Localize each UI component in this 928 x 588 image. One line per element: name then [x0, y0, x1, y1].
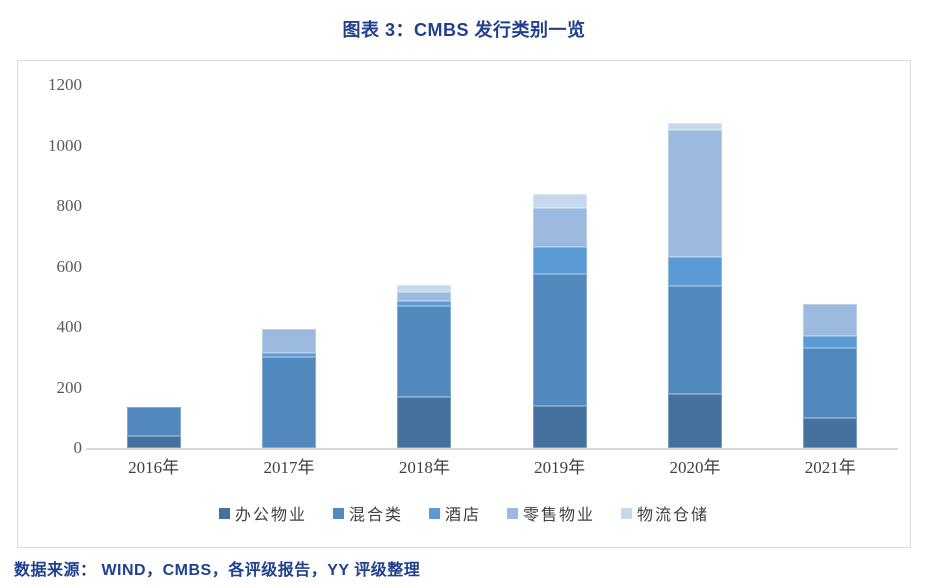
legend-swatch-icon [218, 507, 230, 519]
bar-segment [532, 246, 587, 275]
bar-segment [397, 284, 452, 293]
bar-stack [357, 85, 492, 448]
bar-segment [532, 207, 587, 247]
x-tick-label: 2021年 [804, 458, 856, 477]
data-source: 数据来源： WIND，CMBS，各评级报告，YY 评级整理 [14, 562, 421, 579]
bar-stack [86, 85, 221, 448]
chart-title: 图表 3：CMBS 发行类别一览 [342, 20, 586, 40]
chart-area: 0 200 400 600 800 1000 1200 2016年 2017年 2018年 201… [17, 60, 911, 548]
legend-item: 混合类 [332, 501, 403, 525]
y-tick-label: 200 [56, 377, 83, 397]
bar-segment [126, 407, 181, 436]
y-tick-label: 1200 [48, 75, 82, 94]
bar-stack [492, 85, 627, 448]
x-axis: 2016年 2017年 2018年 2019年 2020年 2021年 [86, 456, 898, 480]
bar-segment [667, 286, 722, 394]
bar-segment [532, 193, 587, 208]
bar-segment [532, 274, 587, 406]
x-tick-label: 2020年 [669, 458, 721, 477]
legend-label: 混合类 [348, 507, 403, 524]
bar-segment [126, 435, 181, 448]
bar-segment [803, 348, 858, 418]
legend-item: 酒店 [428, 501, 481, 525]
bar-segment [261, 328, 316, 353]
bar-stack [221, 85, 356, 448]
bar-segment [803, 417, 858, 448]
bar-segment [803, 336, 858, 349]
x-tick-label: 2017年 [263, 458, 315, 477]
legend-swatch-icon [621, 507, 633, 519]
y-tick-label: 0 [73, 438, 83, 457]
bar-segment [397, 292, 452, 302]
bar-segment [261, 357, 316, 448]
y-tick-label: 800 [56, 196, 83, 215]
bar-segment [803, 304, 858, 337]
bar-segment [667, 122, 722, 131]
legend-label: 办公物业 [234, 507, 307, 524]
legend-item: 物流仓储 [621, 501, 709, 525]
bar-segment [397, 301, 452, 306]
bar-segment [667, 393, 722, 448]
legend-swatch-icon [428, 507, 440, 519]
x-tick-label: 2016年 [128, 458, 180, 477]
legend-item: 办公物业 [218, 501, 307, 525]
x-tick-label: 2018年 [398, 458, 450, 477]
y-tick-label: 400 [56, 317, 83, 336]
bar-segment [667, 130, 722, 258]
bar-stack [763, 85, 898, 448]
legend-swatch-icon [507, 507, 518, 519]
y-tick-label: 600 [56, 256, 83, 276]
legend-label: 酒店 [444, 507, 481, 524]
plot-area [86, 85, 898, 450]
bar-segment [667, 257, 722, 287]
y-axis: 0 200 400 600 800 1000 1200 [18, 61, 82, 547]
bar-segment [397, 305, 452, 397]
legend-label: 零售物业 [523, 507, 596, 524]
bar-segment [397, 396, 452, 448]
legend: 办公物业 混合类 酒店 零售物业 物流仓储 [18, 501, 910, 525]
bar-segment [261, 352, 316, 358]
y-tick-label: 1000 [48, 135, 82, 155]
x-tick-label: 2019年 [534, 458, 586, 477]
bar-segment [532, 405, 587, 448]
legend-item: 零售物业 [507, 501, 595, 525]
legend-label: 物流仓储 [637, 507, 710, 524]
legend-swatch-icon [332, 507, 344, 519]
bar-stack [627, 85, 762, 448]
